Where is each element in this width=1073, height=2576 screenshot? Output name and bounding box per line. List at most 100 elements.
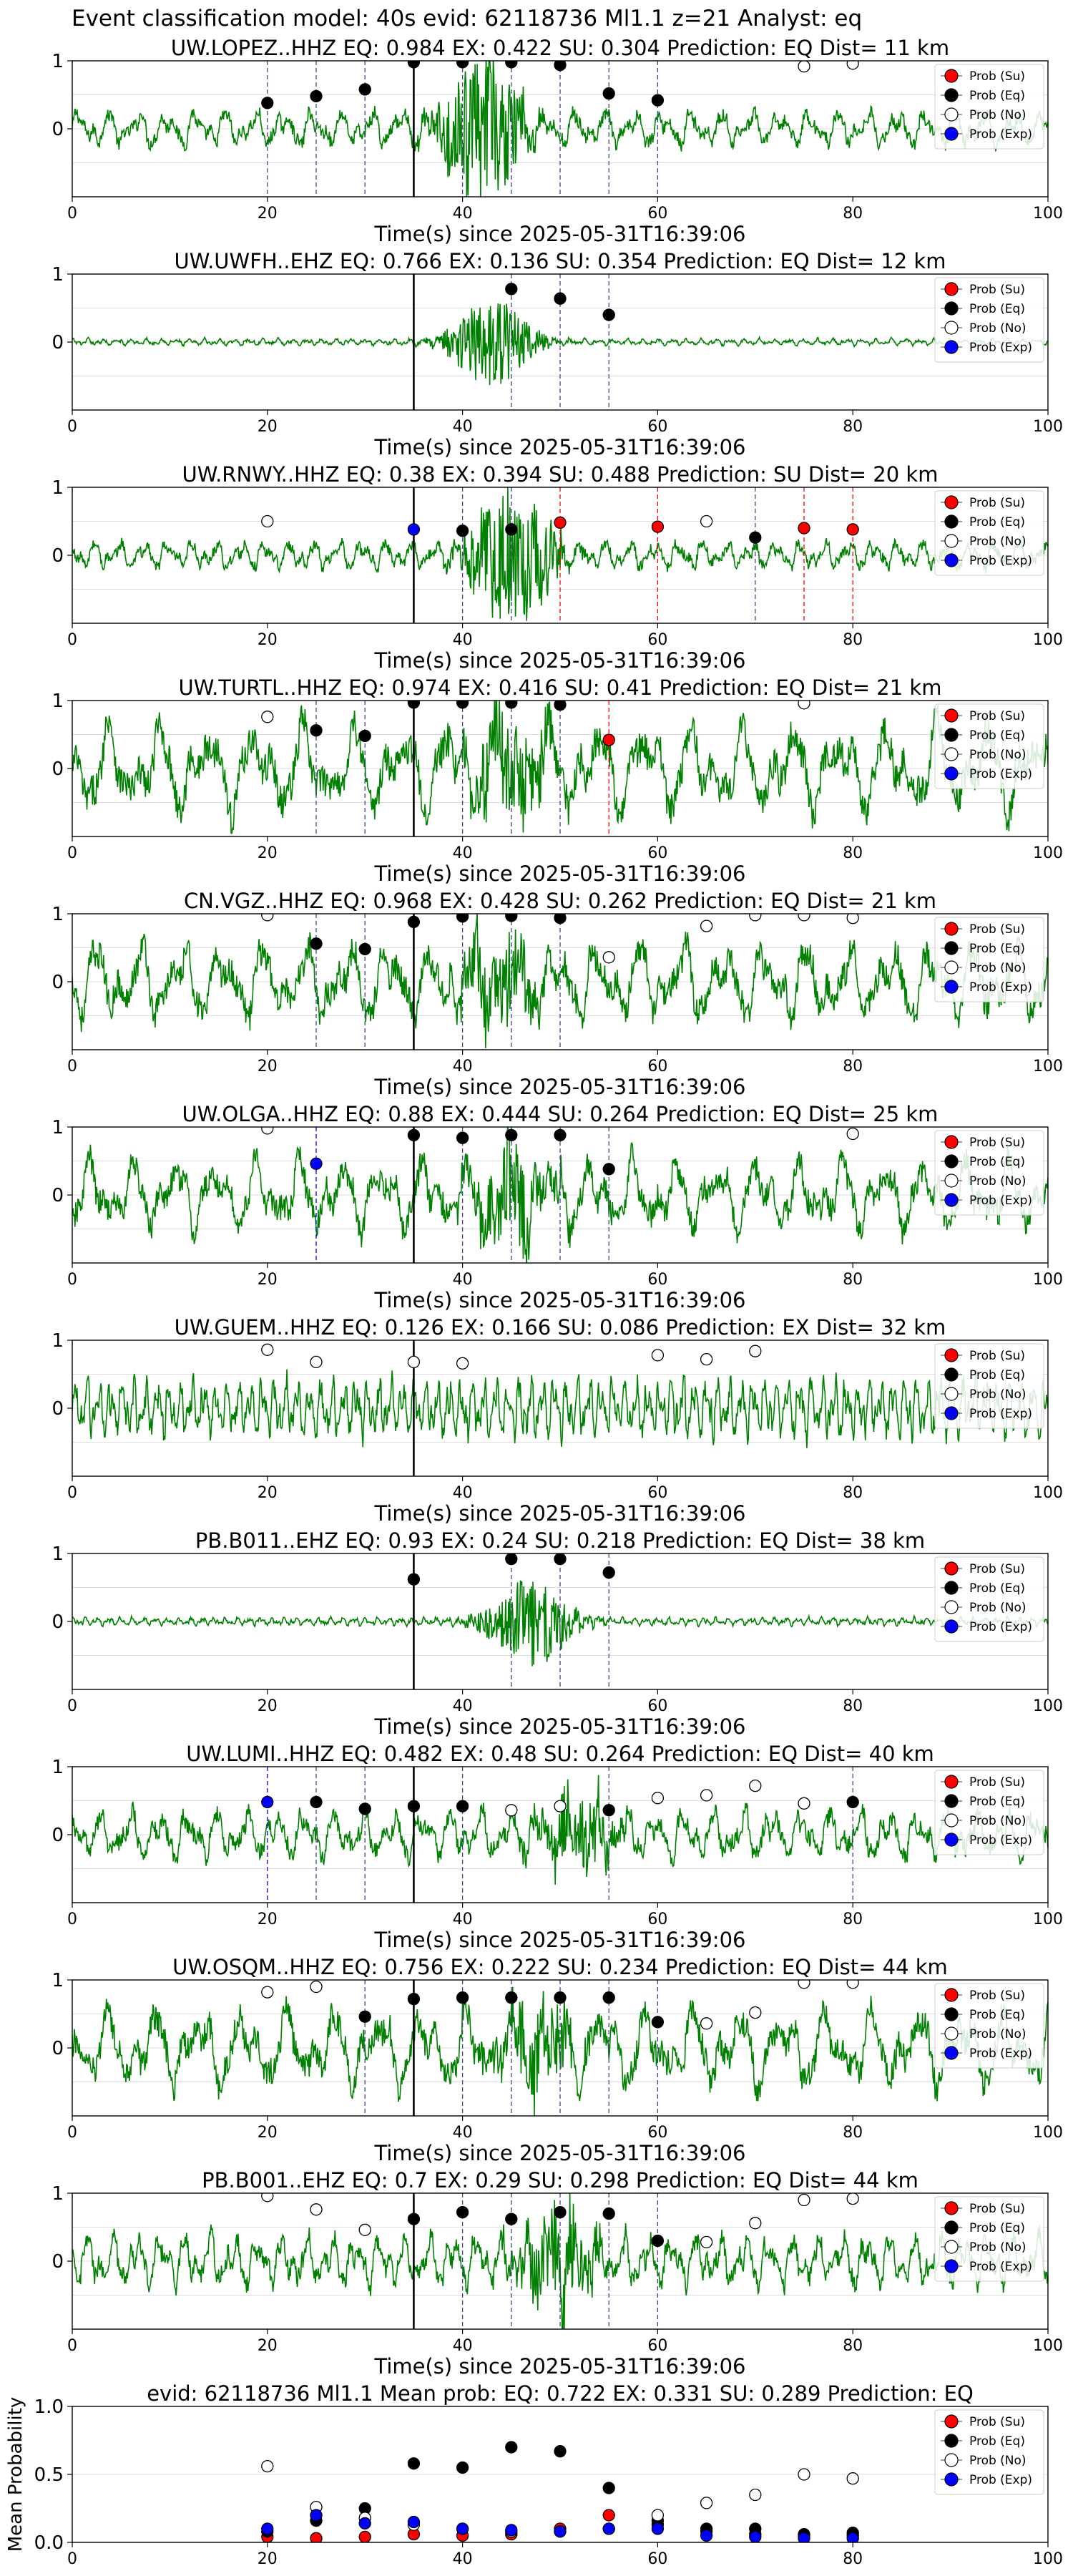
legend-marker-exp — [944, 980, 959, 994]
prob-point-eq — [407, 1128, 421, 1142]
legend-frame — [934, 917, 1044, 1002]
legend-marker-su — [944, 495, 959, 509]
y-tick-label: 0.5 — [34, 2464, 64, 2486]
legend-label-eq: Prob (Eq) — [969, 1795, 1025, 1809]
legend-label-su: Prob (Su) — [969, 1349, 1025, 1363]
prob-point-eq — [651, 2234, 665, 2248]
prob-point-no — [846, 61, 859, 70]
legend-label-no: Prob (No) — [969, 961, 1027, 975]
legend-marker-su — [944, 1775, 959, 1789]
mean-point-eq — [602, 2482, 615, 2494]
legend-marker-no — [944, 1813, 959, 1828]
mean-point-eq — [456, 2461, 469, 2474]
legend-marker-su — [944, 1135, 959, 1149]
plot-area — [72, 1340, 1048, 1476]
mean-point-no — [700, 2497, 713, 2509]
prob-point-exp — [310, 1157, 323, 1170]
x-axis-label: Time(s) since 2025-05-31T16:39:06 — [374, 435, 746, 459]
prob-point-eq — [456, 1131, 469, 1144]
legend-label-exp: Prob (Exp) — [969, 980, 1032, 995]
panel-title: evid: 62118736 Ml1.1 Mean prob: EQ: 0.72… — [147, 2381, 974, 2406]
legend-label-no: Prob (No) — [969, 748, 1027, 762]
x-tick-label: 40 — [453, 1271, 473, 1289]
panel-title: CN.VGZ..HHZ EQ: 0.968 EX: 0.428 SU: 0.26… — [184, 889, 936, 913]
plot-area — [72, 61, 1048, 197]
legend-marker-su — [944, 708, 959, 723]
legend-label-eq: Prob (Eq) — [969, 515, 1025, 530]
prob-point-no — [798, 914, 810, 922]
y-tick-label: 1 — [52, 904, 64, 925]
legend-marker-no — [944, 2453, 959, 2467]
x-tick-label: 0 — [67, 2337, 77, 2355]
station-panel: UW.RNWY..HHZ EQ: 0.38 EX: 0.394 SU: 0.48… — [52, 462, 1063, 673]
legend: Prob (Su) Prob (Eq) Prob (No) Prob (Exp) — [934, 2196, 1044, 2282]
y-tick-label: 0 — [52, 758, 64, 780]
legend-label-exp: Prob (Exp) — [969, 2046, 1032, 2061]
x-tick-label: 20 — [258, 1911, 278, 1928]
prob-point-eq — [456, 1991, 469, 2004]
legend: Prob (Su) Prob (Eq) Prob (No) Prob (Exp) — [934, 277, 1044, 363]
legend-marker-no — [944, 107, 959, 122]
x-tick-label: 100 — [1033, 1911, 1063, 1928]
legend-marker-no — [944, 2026, 959, 2041]
legend-marker-exp — [944, 766, 959, 781]
y-tick-label: 1 — [52, 1543, 64, 1565]
prob-point-eq — [358, 2010, 371, 2023]
y-tick-label: 1 — [52, 477, 64, 499]
legend-frame — [934, 1770, 1044, 1855]
mean-point-exp — [310, 2509, 323, 2522]
prob-point-no — [700, 1789, 713, 1802]
prob-point-eq — [554, 1991, 567, 2004]
prob-point-eq — [505, 701, 518, 709]
x-tick-label: 20 — [258, 1058, 278, 1075]
prob-point-no — [456, 1357, 469, 1370]
legend-marker-exp — [944, 1193, 959, 1207]
x-tick-label: 60 — [647, 1058, 667, 1075]
plot-area — [72, 2406, 1048, 2542]
legend-marker-eq — [944, 2220, 959, 2235]
panel-title: UW.OLGA..HHZ EQ: 0.88 EX: 0.444 SU: 0.26… — [182, 1102, 939, 1126]
prob-point-eq — [407, 1573, 421, 1586]
x-tick-label: 100 — [1033, 418, 1063, 436]
legend-label-su: Prob (Su) — [969, 1136, 1025, 1150]
legend-marker-su — [944, 1561, 959, 1576]
prob-point-exp — [261, 1795, 274, 1809]
x-tick-label: 100 — [1033, 1271, 1063, 1289]
legend-frame — [934, 1130, 1044, 1216]
legend-label-su: Prob (Su) — [969, 922, 1025, 937]
x-tick-label: 0 — [67, 844, 77, 862]
prob-point-eq — [407, 1992, 421, 2006]
legend-label-no: Prob (No) — [969, 2027, 1027, 2041]
panel-title: UW.LUMI..HHZ EQ: 0.482 EX: 0.48 SU: 0.26… — [186, 1742, 934, 1766]
legend-label-eq: Prob (Eq) — [969, 1368, 1025, 1382]
prob-point-eq — [602, 87, 615, 100]
x-tick-label: 80 — [843, 844, 863, 862]
legend-marker-exp — [944, 553, 959, 567]
legend-label-su: Prob (Su) — [969, 2202, 1025, 2216]
prob-point-eq — [602, 2207, 615, 2220]
prob-point-eq — [310, 89, 323, 103]
station-panel: UW.LUMI..HHZ EQ: 0.482 EX: 0.48 SU: 0.26… — [52, 1742, 1063, 1952]
legend-label-su: Prob (Su) — [969, 709, 1025, 723]
x-tick-label: 40 — [453, 418, 473, 436]
prob-point-eq — [602, 308, 615, 321]
x-tick-label: 100 — [1033, 2337, 1063, 2355]
legend-marker-exp — [944, 1833, 959, 1847]
legend-marker-exp — [944, 2046, 959, 2060]
x-axis-label: Time(s) since 2025-05-31T16:39:06 — [374, 2354, 746, 2379]
legend-label-eq: Prob (Eq) — [969, 1581, 1025, 1596]
station-panel: CN.VGZ..HHZ EQ: 0.968 EX: 0.428 SU: 0.26… — [52, 889, 1063, 1099]
x-tick-label: 100 — [1033, 1484, 1063, 1502]
x-tick-label: 60 — [647, 631, 667, 649]
panel-title: UW.OSQM..HHZ EQ: 0.756 EX: 0.222 SU: 0.2… — [172, 1955, 948, 1979]
x-tick-label: 20 — [258, 1271, 278, 1289]
mean-point-exp — [505, 2524, 518, 2537]
legend-label-eq: Prob (Eq) — [969, 1155, 1025, 1169]
axes-frame — [72, 60, 1049, 197]
prob-point-no — [700, 1352, 713, 1366]
legend-label-exp: Prob (Exp) — [969, 1620, 1032, 1634]
prob-point-no — [358, 2223, 371, 2236]
prob-point-no — [310, 2203, 323, 2216]
axes-frame — [72, 1766, 1049, 1903]
x-tick-label: 80 — [843, 2550, 863, 2568]
